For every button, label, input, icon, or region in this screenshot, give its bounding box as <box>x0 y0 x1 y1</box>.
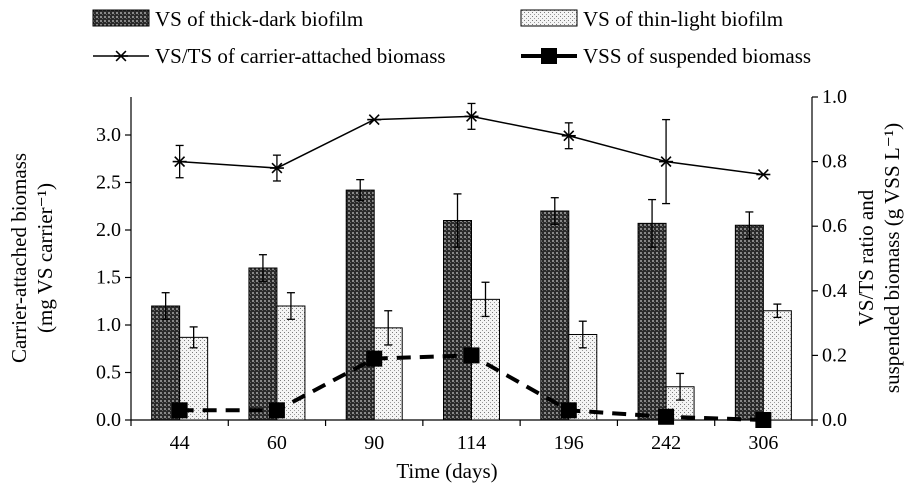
asterisk-stroke <box>757 169 769 180</box>
asterisk-stroke <box>115 50 127 62</box>
x-tick-label: 44 <box>170 432 190 454</box>
bars <box>151 178 792 421</box>
x-tick-label: 114 <box>457 432 486 454</box>
asterisk-stroke <box>563 130 575 142</box>
bar-thick-dark <box>443 220 472 421</box>
asterisk-stroke <box>660 156 672 168</box>
vss-suspended-point <box>366 350 383 367</box>
vsts-ratio-point <box>464 110 479 122</box>
bar-thin-light <box>762 310 792 421</box>
vss-suspended-point <box>755 412 772 428</box>
y-left-tick-label: 0.0 <box>96 409 121 431</box>
vss-suspended-point <box>560 402 577 419</box>
lines <box>171 102 772 428</box>
y-left-tick-label: 2.0 <box>96 219 121 241</box>
bar-thick-dark <box>734 224 764 421</box>
x-axis-label: Time (days) <box>396 459 497 483</box>
y-left-tick-label: 1.0 <box>96 314 121 336</box>
vsts-ratio-point <box>269 162 284 174</box>
legend-label-vss-suspended: VSS of suspended biomass <box>583 44 811 68</box>
y-right-tick-label: 1.0 <box>822 86 847 108</box>
y-right-axis-label-line1: VS/TS ratio and <box>854 189 878 326</box>
axes: 0.0 0.5 1.0 1.5 2.0 2.5 3.0 0.0 0.2 0.4 0.6 0.8 1.0 4… <box>96 86 847 454</box>
bar-thick-dark <box>540 210 570 421</box>
y-right-tick-label: 0.0 <box>822 409 847 431</box>
x-tick-label: 306 <box>748 432 778 454</box>
y-left-tick-label: 2.5 <box>96 172 121 194</box>
asterisk-stroke <box>466 110 477 122</box>
vsts-ratio-point <box>367 114 382 126</box>
y-right-tick-label: 0.6 <box>822 215 847 237</box>
x-tick-label: 242 <box>651 432 681 454</box>
legend-marker-vsts-ratio <box>114 50 128 62</box>
vss-suspended-point <box>463 347 480 364</box>
y-right-tick-label: 0.8 <box>822 151 847 173</box>
legend-swatch-thin-light <box>520 9 578 27</box>
vss-suspended-point <box>171 402 188 419</box>
y-left-axis-label-line1: Carrier-attached biomass <box>7 153 31 363</box>
y-right-tick-label: 0.4 <box>822 280 847 302</box>
vss-suspended-point <box>268 402 285 419</box>
bar-thin-light <box>276 305 306 421</box>
legend-label-thin-light: VS of thin-light biofilm <box>583 7 783 31</box>
x-tick-label: 90 <box>364 432 384 454</box>
x-tick-label: 196 <box>554 432 584 454</box>
legend-label-thick-dark: VS of thick-dark biofilm <box>155 7 363 31</box>
legend: VS of thick-dark biofilm VS of thin-light… <box>92 7 811 68</box>
x-tick-label: 60 <box>267 432 287 454</box>
vsts-ratio-point <box>561 130 576 142</box>
y-left-tick-label: 3.0 <box>96 124 121 146</box>
asterisk-stroke <box>174 156 186 168</box>
y-right-axis-label-line2: suspended biomass (g VSS L⁻¹) <box>880 123 904 393</box>
vsts-ratio-point <box>756 169 771 180</box>
y-left-tick-label: 1.5 <box>96 267 121 289</box>
legend-label-vsts-ratio: VS/TS of carrier-attached biomass <box>155 44 446 68</box>
y-left-tick-label: 0.5 <box>96 362 121 384</box>
asterisk-stroke <box>368 114 380 126</box>
vss-suspended-point <box>658 408 675 425</box>
y-right-tick-label: 0.2 <box>822 344 847 366</box>
vsts-ratio-point <box>659 156 674 168</box>
legend-marker-vss-suspended <box>541 48 557 64</box>
bar-thick-dark <box>151 305 181 421</box>
legend-swatch-thick-dark <box>92 9 150 27</box>
bar-thick-dark <box>637 222 667 421</box>
y-left-axis-label-line2: (mg VS carrier⁻¹) <box>33 183 57 333</box>
vsts-ratio-point <box>172 156 187 168</box>
bar-thick-dark <box>248 267 278 421</box>
bar-thick-dark <box>345 189 375 421</box>
asterisk-stroke <box>271 162 283 174</box>
